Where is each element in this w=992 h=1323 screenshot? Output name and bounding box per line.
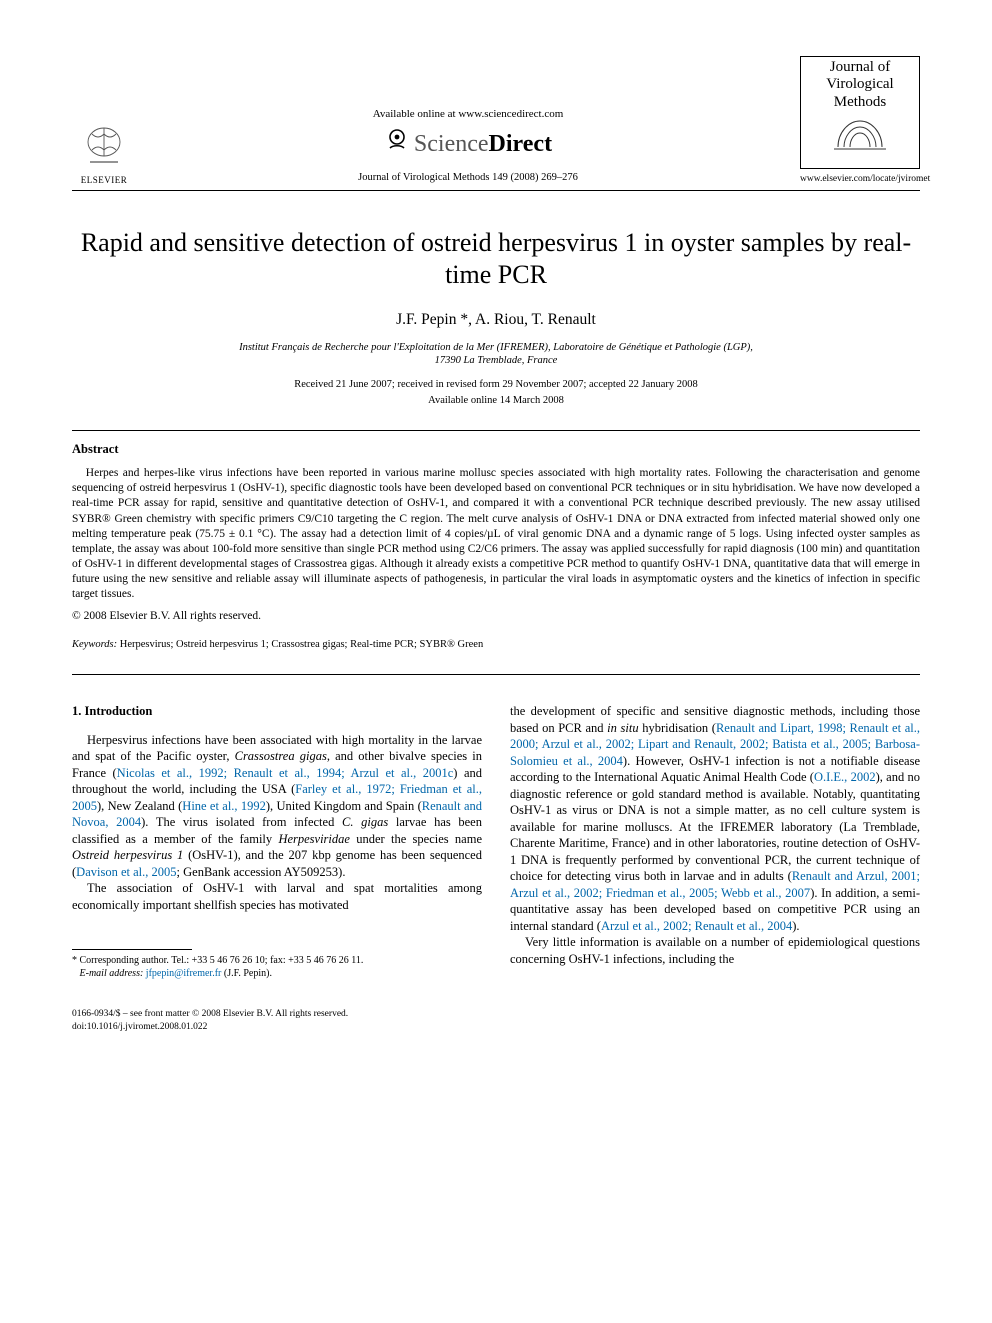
right-column: the development of specific and sensitiv…: [510, 703, 920, 980]
footer-issn: 0166-0934/$ – see front matter © 2008 El…: [72, 1008, 348, 1021]
journal-url: www.elsevier.com/locate/jviromet: [800, 173, 920, 186]
footnote-rule: [72, 949, 192, 950]
affiliation-line1: Institut Français de Recherche pour l'Ex…: [72, 341, 920, 355]
affiliation: Institut Français de Recherche pour l'Ex…: [72, 341, 920, 368]
elsevier-label: ELSEVIER: [72, 174, 136, 186]
received-dates: Received 21 June 2007; received in revis…: [72, 378, 920, 392]
keywords: Keywords: Herpesvirus; Ostreid herpesvir…: [72, 638, 920, 652]
keywords-label: Keywords:: [72, 639, 117, 650]
footnote-contact: * Corresponding author. Tel.: +33 5 46 7…: [72, 954, 482, 967]
footnote-email: E-mail address: jfpepin@ifremer.fr (J.F.…: [72, 967, 482, 980]
sciencedirect-logo: ScienceDirect: [384, 126, 552, 161]
page-header: ELSEVIER Available online at www.science…: [72, 56, 920, 191]
intro-paragraph-1: Herpesvirus infections have been associa…: [72, 732, 482, 881]
journal-cover-logo: Journal of Virological Methods www.elsev…: [800, 56, 920, 186]
citation-link[interactable]: O.I.E., 2002: [814, 770, 876, 784]
footer-left: 0166-0934/$ – see front matter © 2008 El…: [72, 1008, 348, 1034]
citation-link[interactable]: Davison et al., 2005: [76, 865, 176, 879]
abstract-body: Herpes and herpes-like virus infections …: [72, 466, 920, 603]
citation-link[interactable]: Hine et al., 1992: [182, 799, 266, 813]
available-online-date: Available online 14 March 2008: [72, 394, 920, 408]
footer-doi: doi:10.1016/j.jviromet.2008.01.022: [72, 1021, 348, 1034]
article-title: Rapid and sensitive detection of ostreid…: [72, 227, 920, 292]
journal-cover-box: Journal of Virological Methods: [800, 56, 920, 169]
citation-link[interactable]: Arzul et al., 2002; Renault et al., 2004: [601, 919, 792, 933]
affiliation-line2: 17390 La Tremblade, France: [72, 354, 920, 368]
intro-paragraph-1-cont: the development of specific and sensitiv…: [510, 703, 920, 934]
page-footer: 0166-0934/$ – see front matter © 2008 El…: [72, 1008, 920, 1034]
introduction-heading: 1. Introduction: [72, 703, 482, 720]
body-columns: 1. Introduction Herpesvirus infections h…: [72, 703, 920, 980]
journal-cover-line2: Virological: [826, 76, 893, 93]
journal-cover-line3: Methods: [834, 94, 887, 111]
corresponding-author-footnote: * Corresponding author. Tel.: +33 5 46 7…: [72, 954, 482, 980]
journal-reference: Journal of Virological Methods 149 (2008…: [148, 171, 788, 185]
intro-paragraph-2: The association of OsHV-1 with larval an…: [72, 880, 482, 913]
sciencedirect-icon: [384, 126, 410, 161]
available-online-text: Available online at www.sciencedirect.co…: [148, 107, 788, 122]
elsevier-tree-icon: [72, 124, 136, 174]
header-center: Available online at www.sciencedirect.co…: [136, 107, 800, 185]
journal-cover-icon: [830, 113, 890, 164]
citation-link[interactable]: Nicolas et al., 1992; Renault et al., 19…: [117, 766, 454, 780]
abstract-paragraph: Herpes and herpes-like virus infections …: [72, 466, 920, 603]
divider-rule-2: [72, 674, 920, 675]
divider-rule: [72, 430, 920, 431]
elsevier-logo: ELSEVIER: [72, 124, 136, 186]
journal-cover-line1: Journal of: [830, 59, 890, 76]
authors: J.F. Pepin *, A. Riou, T. Renault: [72, 310, 920, 331]
copyright-line: © 2008 Elsevier B.V. All rights reserved…: [72, 609, 920, 625]
intro-paragraph-3: Very little information is available on …: [510, 934, 920, 967]
abstract-heading: Abstract: [72, 441, 920, 458]
left-column: 1. Introduction Herpesvirus infections h…: [72, 703, 482, 980]
keywords-text: Herpesvirus; Ostreid herpesvirus 1; Cras…: [117, 639, 483, 650]
sciencedirect-text: ScienceDirect: [414, 128, 552, 160]
email-link[interactable]: jfpepin@ifremer.fr: [143, 968, 221, 979]
